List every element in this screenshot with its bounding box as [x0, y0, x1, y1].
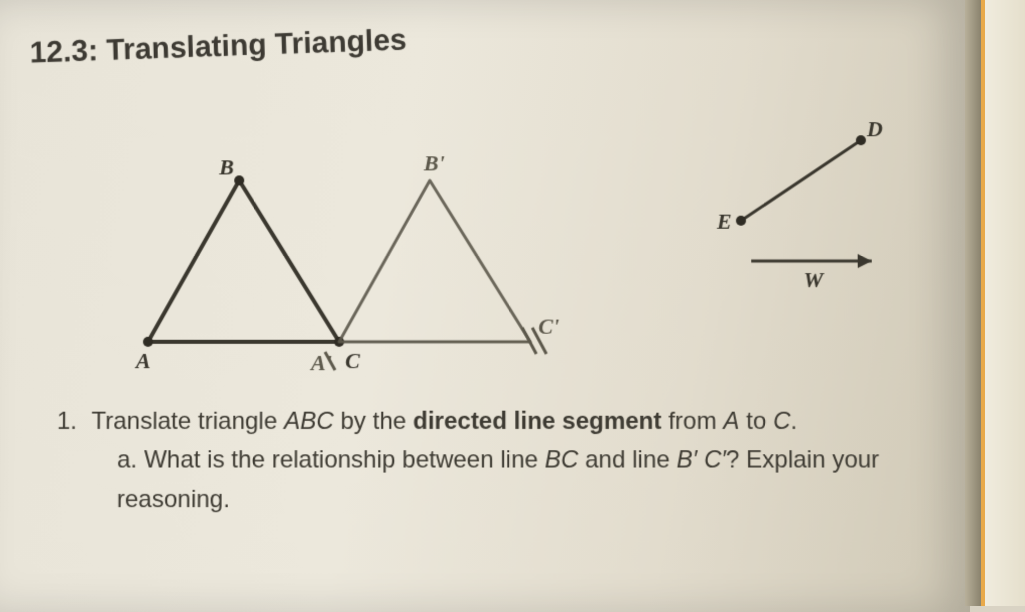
- qa-text-c: ? Explain your: [726, 447, 879, 474]
- figure-svg: A B C A' B' C' E D W: [37, 110, 943, 372]
- label-C: C: [773, 408, 791, 435]
- question-number: 1.: [57, 403, 85, 442]
- svg-text:C': C': [538, 314, 559, 339]
- label-BC: BC: [545, 447, 579, 474]
- question-line-1: 1. Translate triangle ABC by the directe…: [57, 403, 924, 442]
- bold-directed: directed line segment: [413, 408, 662, 435]
- svg-text:E: E: [716, 209, 732, 234]
- svg-text:A: A: [134, 348, 151, 372]
- label-ABC: ABC: [284, 408, 334, 435]
- svg-text:D: D: [866, 116, 883, 141]
- svg-text:B': B': [423, 150, 445, 175]
- qa-text-a: a. What is the relationship between line: [117, 447, 545, 474]
- question-block: 1. Translate triangle ABC by the directe…: [56, 403, 924, 520]
- section-heading: 12.3: Translating Triangles: [29, 23, 407, 70]
- svg-text:W: W: [803, 267, 824, 292]
- label-A: A: [723, 408, 739, 435]
- q1-text-a: Translate triangle: [91, 408, 284, 435]
- q1-text-c: from: [662, 408, 724, 435]
- q1-text-b: by the: [334, 408, 413, 435]
- q1-text-e: .: [791, 408, 798, 435]
- sub-a-line1: a. What is the relationship between line…: [117, 442, 924, 481]
- svg-text:B: B: [218, 154, 234, 179]
- figure-area: A B C A' B' C' E D W: [37, 110, 943, 372]
- svg-text:A': A': [309, 350, 332, 372]
- adjacent-book-edge: [981, 0, 1025, 606]
- label-BpCp: B′ C′: [677, 447, 727, 474]
- qa-text-b: and line: [578, 447, 676, 474]
- sub-a-line2: reasoning.: [117, 480, 924, 519]
- textbook-page: 12.3: Translating Triangles ABCA'B'C'EDW…: [0, 0, 970, 612]
- svg-text:C: C: [345, 348, 360, 372]
- q1-text-d: to: [739, 408, 773, 435]
